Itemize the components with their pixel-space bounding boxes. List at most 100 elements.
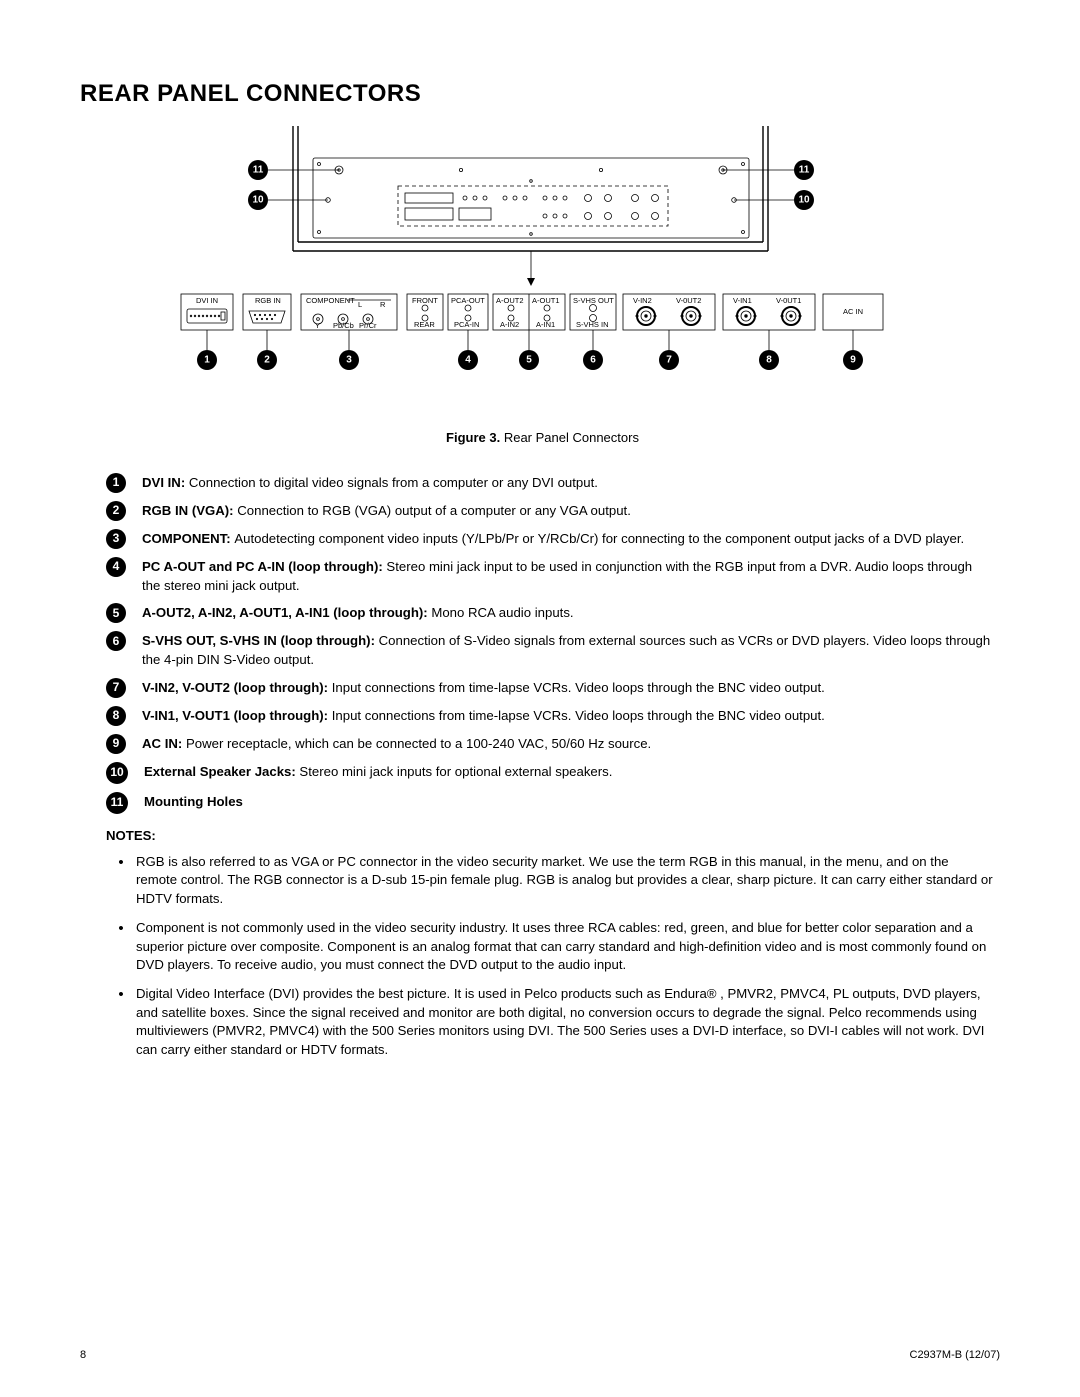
svg-text:9: 9	[850, 355, 856, 366]
definition-text: DVI IN: Connection to digital video sign…	[142, 473, 993, 492]
svg-text:10: 10	[798, 195, 810, 206]
definition-body: Power receptacle, which can be connected…	[186, 736, 651, 751]
definition-head: PC A-OUT and PC A-IN (loop through):	[142, 559, 386, 574]
svg-text:5: 5	[526, 355, 532, 366]
definition-text: RGB IN (VGA): Connection to RGB (VGA) ou…	[142, 501, 993, 520]
svg-text:DVI IN: DVI IN	[196, 296, 218, 305]
svg-text:A-OUT1: A-OUT1	[532, 296, 560, 305]
definition-row: 11 Mounting Holes	[106, 792, 993, 814]
definition-bullet: 7	[106, 678, 126, 698]
definition-body: Mono RCA audio inputs.	[431, 605, 573, 620]
definition-head: A-OUT2, A-IN2, A-OUT1, A-IN1 (loop throu…	[142, 605, 431, 620]
definition-head: RGB IN (VGA):	[142, 503, 237, 518]
definition-text: AC IN: Power receptacle, which can be co…	[142, 734, 993, 753]
page-footer: 8 C2937M-B (12/07)	[80, 1349, 1000, 1361]
definition-bullet: 5	[106, 603, 126, 623]
svg-text:7: 7	[666, 355, 672, 366]
definition-bullet: 6	[106, 631, 126, 651]
svg-text:4: 4	[465, 355, 471, 366]
definition-head: DVI IN:	[142, 475, 189, 490]
definition-bullet: 4	[106, 557, 126, 577]
svg-text:S-VHS OUT: S-VHS OUT	[573, 296, 614, 305]
bullet-icon: •	[106, 985, 136, 1002]
svg-text:A-OUT2: A-OUT2	[496, 296, 524, 305]
definition-row: 5 A-OUT2, A-IN2, A-OUT1, A-IN1 (loop thro…	[106, 603, 993, 623]
svg-text:11: 11	[252, 165, 263, 176]
definition-head: V-IN1, V-OUT1 (loop through):	[142, 708, 332, 723]
svg-text:L: L	[358, 300, 362, 309]
note-row: •Component is not commonly used in the v…	[106, 919, 993, 975]
definition-text: A-OUT2, A-IN2, A-OUT1, A-IN1 (loop throu…	[142, 603, 993, 622]
note-text: Digital Video Interface (DVI) provides t…	[136, 985, 993, 1060]
definition-head: V-IN2, V-OUT2 (loop through):	[142, 680, 332, 695]
doc-code: C2937M-B (12/07)	[910, 1349, 1001, 1361]
notes-heading: NOTES:	[106, 828, 1005, 843]
note-row: •Digital Video Interface (DVI) provides …	[106, 985, 993, 1060]
connector-diagram-svg: 11 10 11 10 DVI IN	[163, 126, 923, 416]
svg-text:Y: Y	[315, 321, 320, 330]
definition-body: Input connections from time-lapse VCRs. …	[332, 680, 825, 695]
definition-head: AC IN:	[142, 736, 186, 751]
definition-row: 2 RGB IN (VGA): Connection to RGB (VGA) o…	[106, 501, 993, 521]
definition-bullet: 1	[106, 473, 126, 493]
definition-body: Connection to RGB (VGA) output of a comp…	[237, 503, 631, 518]
definition-text: COMPONENT: Autodetecting component video…	[142, 529, 993, 548]
definition-text: S-VHS OUT, S-VHS IN (loop through): Conn…	[142, 631, 993, 669]
definition-bullet: 11	[106, 792, 128, 814]
definition-row: 7 V-IN2, V-OUT2 (loop through): Input con…	[106, 678, 993, 698]
definition-text: V-IN2, V-OUT2 (loop through): Input conn…	[142, 678, 993, 697]
svg-text:2: 2	[264, 355, 270, 366]
definition-row: 9 AC IN: Power receptacle, which can be c…	[106, 734, 993, 754]
note-text: RGB is also referred to as VGA or PC con…	[136, 853, 993, 909]
bullet-icon: •	[106, 853, 136, 870]
svg-text:FRONT: FRONT	[412, 296, 438, 305]
svg-text:V-IN2: V-IN2	[633, 296, 652, 305]
definition-body: Connection to digital video signals from…	[189, 475, 598, 490]
definition-row: 8V-IN1, V-OUT1 (loop through): Input con…	[106, 706, 993, 726]
svg-text:PCA-OUT: PCA-OUT	[451, 296, 485, 305]
definition-text: External Speaker Jacks: Stereo mini jack…	[144, 762, 993, 781]
svg-text:V-0UT1: V-0UT1	[776, 296, 801, 305]
svg-text:PCA-IN: PCA-IN	[454, 320, 479, 329]
definition-head: Mounting Holes	[144, 794, 243, 809]
definition-bullet: 9	[106, 734, 126, 754]
definition-row: 10External Speaker Jacks: Stereo mini ja…	[106, 762, 993, 784]
svg-text:V-0UT2: V-0UT2	[676, 296, 701, 305]
rear-panel-diagram: 11 10 11 10 DVI IN	[80, 126, 1005, 416]
svg-text:V-IN1: V-IN1	[733, 296, 752, 305]
page-title: REAR PANEL CONNECTORS	[80, 80, 1005, 108]
figure-label: Figure 3.	[446, 430, 500, 445]
definition-head: COMPONENT:	[142, 531, 234, 546]
svg-text:6: 6	[590, 355, 596, 366]
definition-body: Stereo mini jack inputs for optional ext…	[299, 764, 612, 779]
note-text: Component is not commonly used in the vi…	[136, 919, 993, 975]
svg-text:Pr/Cr: Pr/Cr	[359, 321, 377, 330]
page-number: 8	[80, 1349, 86, 1361]
definition-head: S-VHS OUT, S-VHS IN (loop through):	[142, 633, 379, 648]
svg-text:AC IN: AC IN	[843, 307, 863, 316]
definition-row: 3COMPONENT: Autodetecting component vide…	[106, 529, 993, 549]
svg-text:8: 8	[766, 355, 772, 366]
note-row: •RGB is also referred to as VGA or PC co…	[106, 853, 993, 909]
definition-bullet: 2	[106, 501, 126, 521]
definition-row: 6 S-VHS OUT, S-VHS IN (loop through): Con…	[106, 631, 993, 669]
svg-text:A-IN2: A-IN2	[500, 320, 519, 329]
notes-list: •RGB is also referred to as VGA or PC co…	[106, 853, 993, 1060]
definition-text: Mounting Holes	[144, 792, 993, 811]
definition-row: 1 DVI IN: Connection to digital video sig…	[106, 473, 993, 493]
manual-page: REAR PANEL CONNECTORS	[0, 0, 1080, 1397]
figure-title: Rear Panel Connectors	[500, 430, 639, 445]
svg-text:R: R	[380, 300, 386, 309]
definition-text: PC A-OUT and PC A-IN (loop through): Ste…	[142, 557, 993, 595]
definition-text: V-IN1, V-OUT1 (loop through): Input conn…	[142, 706, 993, 725]
bullet-icon: •	[106, 919, 136, 936]
svg-text:Pb/Cb: Pb/Cb	[333, 321, 354, 330]
figure-caption: Figure 3. Rear Panel Connectors	[80, 430, 1005, 445]
svg-text:10: 10	[252, 195, 264, 206]
svg-text:3: 3	[346, 355, 352, 366]
svg-text:RGB IN: RGB IN	[255, 296, 281, 305]
svg-text:1: 1	[204, 355, 210, 366]
svg-text:11: 11	[798, 165, 809, 176]
connector-definitions: 1 DVI IN: Connection to digital video sig…	[106, 473, 993, 814]
definition-body: Input connections from time-lapse VCRs. …	[332, 708, 825, 723]
